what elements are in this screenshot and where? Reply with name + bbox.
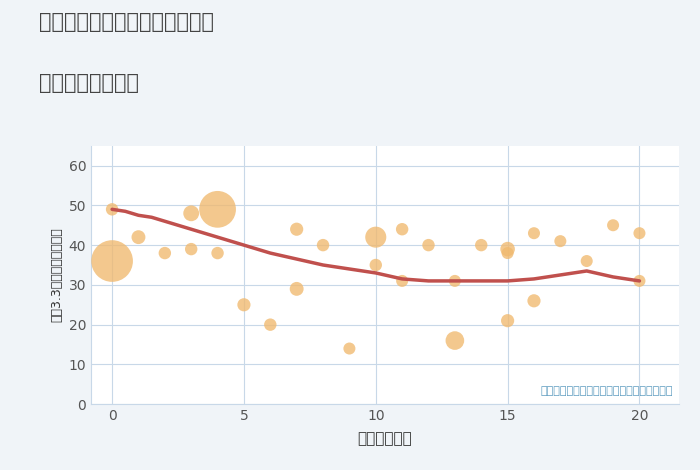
Point bbox=[475, 242, 486, 249]
Point bbox=[396, 226, 407, 233]
Point bbox=[608, 221, 619, 229]
Point bbox=[634, 229, 645, 237]
Point bbox=[634, 277, 645, 285]
Point bbox=[449, 337, 461, 345]
Point bbox=[238, 301, 249, 308]
Point bbox=[159, 249, 170, 257]
Point bbox=[502, 317, 513, 324]
Point bbox=[317, 242, 328, 249]
Point bbox=[554, 237, 566, 245]
X-axis label: 駅距離（分）: 駅距離（分） bbox=[358, 431, 412, 446]
Point bbox=[423, 242, 434, 249]
Point bbox=[528, 229, 540, 237]
Point bbox=[265, 321, 276, 329]
Point bbox=[449, 277, 461, 285]
Point bbox=[186, 210, 197, 217]
Text: 円の大きさは、取引のあった物件面積を示す: 円の大きさは、取引のあった物件面積を示す bbox=[540, 386, 673, 396]
Point bbox=[581, 257, 592, 265]
Point bbox=[291, 226, 302, 233]
Point bbox=[528, 297, 540, 305]
Point bbox=[502, 249, 513, 257]
Point bbox=[186, 245, 197, 253]
Point bbox=[212, 205, 223, 213]
Point bbox=[396, 277, 407, 285]
Point bbox=[344, 345, 355, 352]
Text: 駅距離別土地価格: 駅距離別土地価格 bbox=[38, 73, 139, 93]
Point bbox=[106, 205, 118, 213]
Point bbox=[212, 249, 223, 257]
Y-axis label: 坪（3.3㎡）単価（万円）: 坪（3.3㎡）単価（万円） bbox=[50, 227, 63, 322]
Point bbox=[502, 245, 513, 253]
Point bbox=[370, 261, 382, 269]
Point bbox=[133, 234, 144, 241]
Point bbox=[370, 234, 382, 241]
Text: 愛知県名古屋市港区本星崎町の: 愛知県名古屋市港区本星崎町の bbox=[38, 12, 214, 32]
Point bbox=[106, 257, 118, 265]
Point bbox=[291, 285, 302, 293]
